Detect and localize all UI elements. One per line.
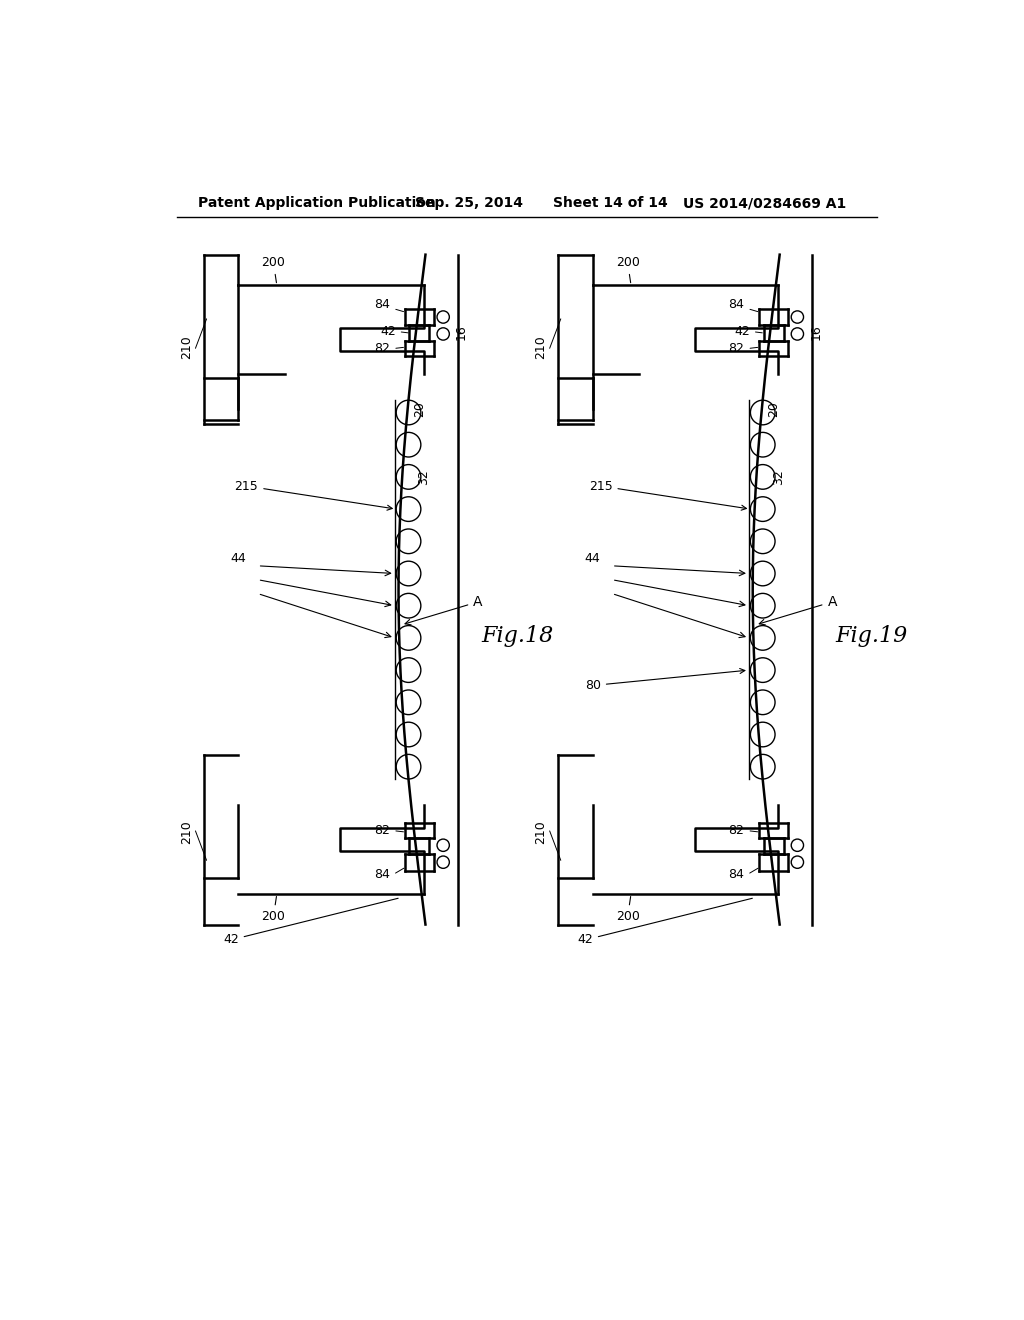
Text: 82: 82 [374,824,390,837]
Text: 210: 210 [535,335,548,359]
Text: 32: 32 [418,469,430,484]
Text: Sheet 14 of 14: Sheet 14 of 14 [553,197,668,210]
Text: A: A [406,595,482,624]
Text: 16: 16 [809,323,822,339]
Text: 20: 20 [767,401,780,417]
Text: 82: 82 [728,342,744,355]
Text: Sep. 25, 2014: Sep. 25, 2014 [416,197,523,210]
Text: 42: 42 [380,325,396,338]
Text: 44: 44 [585,552,601,565]
Text: 42: 42 [223,899,398,946]
Text: 44: 44 [230,552,247,565]
Text: 42: 42 [734,325,750,338]
Text: US 2014/0284669 A1: US 2014/0284669 A1 [683,197,847,210]
Text: 80: 80 [585,668,744,692]
Text: Fig.19: Fig.19 [836,624,907,647]
Text: Fig.18: Fig.18 [481,624,553,647]
Text: 210: 210 [180,335,194,359]
Text: Patent Application Publication: Patent Application Publication [199,197,436,210]
Text: 84: 84 [728,869,744,880]
Text: 20: 20 [413,401,426,417]
Text: 32: 32 [772,469,784,484]
Text: 82: 82 [728,824,744,837]
Text: 210: 210 [180,820,194,843]
Text: 200: 200 [615,896,640,924]
Text: 210: 210 [535,820,548,843]
Text: 16: 16 [455,323,468,339]
Text: 215: 215 [234,479,392,511]
Text: 82: 82 [374,342,390,355]
Text: 84: 84 [374,869,390,880]
Text: 200: 200 [261,256,286,282]
Text: 84: 84 [374,298,390,312]
Text: 200: 200 [261,896,286,924]
Text: 200: 200 [615,256,640,282]
Text: 42: 42 [578,899,753,946]
Text: 84: 84 [728,298,744,312]
Text: A: A [759,595,837,624]
Text: 215: 215 [589,479,746,511]
